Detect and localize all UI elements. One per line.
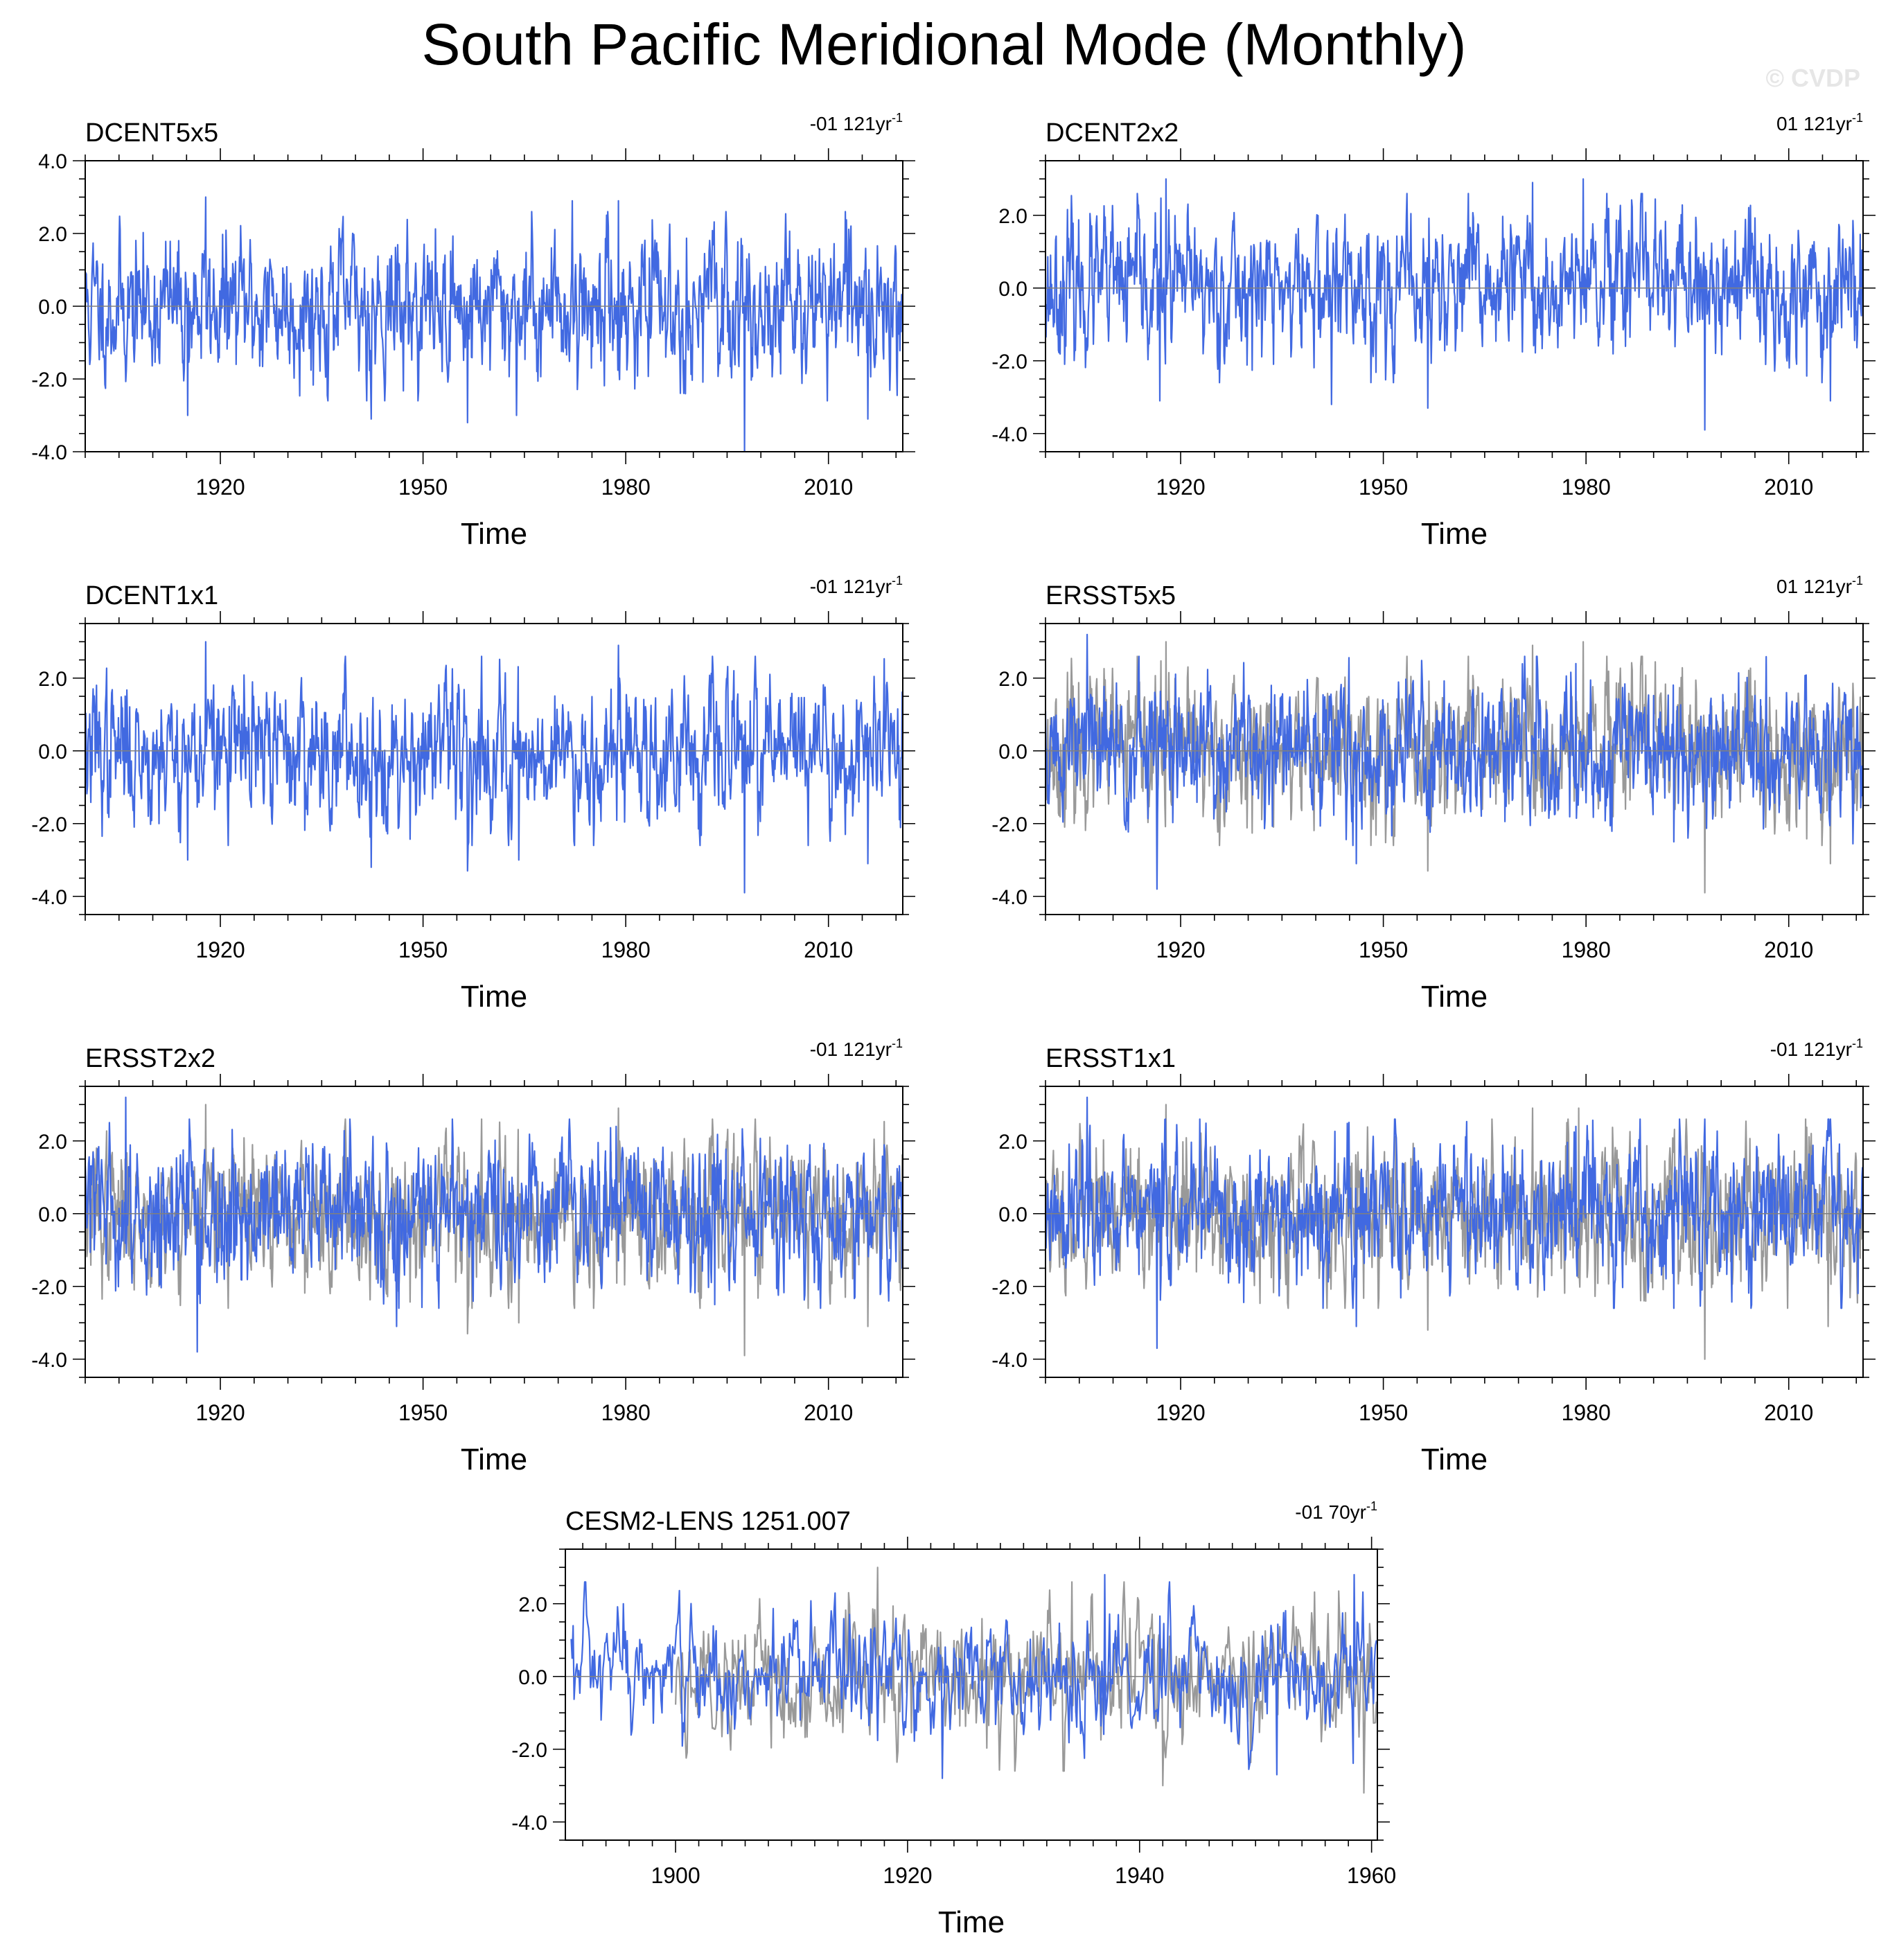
x-tick-label: 1980 [1562,475,1611,500]
trend-label: -01 121yr-1 [810,111,903,134]
series-line-primary [85,196,903,452]
x-tick-label: 2010 [1764,1400,1813,1425]
chart-panel-3: -4.0 -2.0 0.0 2.0 1920 1950 1980 2010 Time DCENT1… [31,574,915,1014]
x-tick-label: 1920 [883,1863,932,1888]
y-tick-label: 2.0 [38,1131,67,1154]
series-line-primary [1046,1096,1863,1350]
x-tick-label: 1920 [195,475,245,500]
x-axis-label: Time [938,1905,1005,1939]
y-tick-label: 2.0 [38,668,67,691]
y-tick-label: -4.0 [31,441,67,464]
y-tick-label: 2.0 [998,205,1027,228]
panel-title: ERSST1x1 [1046,1044,1176,1073]
x-tick-label: 1950 [1359,475,1408,500]
y-tick-label: -4.0 [31,886,67,909]
y-tick-label: 0.0 [998,1203,1027,1226]
series-line-primary [1046,633,1863,890]
y-tick-label: 0.0 [38,1203,67,1226]
series-line-primary [85,1096,903,1353]
x-tick-label: 1950 [398,475,448,500]
panel-title: DCENT5x5 [85,118,218,148]
panel-title: ERSST2x2 [85,1044,215,1073]
y-tick-label: -4.0 [511,1812,547,1835]
y-tick-label: 2.0 [998,1131,1027,1154]
trend-label: -01 70yr-1 [1295,1499,1377,1523]
y-tick-label: -2.0 [31,1276,67,1299]
chart-panel-7: -4.0 -2.0 0.0 2.0 1900 1920 1940 1960 Time CESM2-… [511,1499,1396,1939]
x-tick-label: 2010 [1764,475,1813,500]
chart-panel-4: -4.0 -2.0 0.0 2.0 1920 1950 1980 2010 Time ERSST5… [991,574,1876,1014]
y-tick-label: -4.0 [991,886,1027,909]
x-tick-label: 1980 [601,475,651,500]
x-tick-label: 1960 [1347,1863,1396,1888]
x-tick-label: 1900 [651,1863,700,1888]
y-tick-label: 2.0 [998,668,1027,691]
y-tick-label: 0.0 [518,1666,547,1689]
y-tick-label: -4.0 [991,423,1027,446]
x-tick-label: 1980 [601,937,651,962]
y-tick-label: 0.0 [38,296,67,319]
x-tick-label: 1980 [1562,937,1611,962]
y-tick-label: 2.0 [38,223,67,246]
page-title: South Pacific Meridional Mode (Monthly) [421,12,1467,77]
series-line-reference [1046,641,1863,894]
trend-label: 01 121yr-1 [1776,111,1863,134]
y-tick-label: 0.0 [998,278,1027,301]
series-line-reference [1046,1104,1863,1360]
series-line-primary [85,641,903,894]
trend-label: 01 121yr-1 [1776,574,1863,597]
x-tick-label: 2010 [804,937,853,962]
y-tick-label: -2.0 [511,1739,547,1762]
x-axis-label: Time [461,980,527,1014]
plot-frame [85,623,903,915]
x-tick-label: 1920 [1156,1400,1205,1425]
trend-label: -01 121yr-1 [810,1036,903,1060]
y-tick-label: -4.0 [31,1349,67,1372]
chart-panel-1: -4.0 -2.0 0.0 2.0 4.0 1920 1950 1980 2010 Time DCE… [31,111,915,551]
y-tick-label: -2.0 [991,351,1027,373]
x-tick-label: 1980 [601,1400,651,1425]
x-tick-label: 1980 [1562,1400,1611,1425]
x-axis-label: Time [461,1442,527,1476]
chart-panel-2: -4.0 -2.0 0.0 2.0 1920 1950 1980 2010 Time DCENT2… [991,111,1876,551]
x-tick-label: 1950 [398,937,448,962]
x-axis-label: Time [1421,980,1488,1014]
x-tick-label: 1920 [1156,937,1205,962]
panel-title: DCENT1x1 [85,581,218,610]
x-tick-label: 2010 [804,475,853,500]
y-tick-label: -2.0 [991,1276,1027,1299]
x-tick-label: 1950 [1359,1400,1408,1425]
chart-panel-6: -4.0 -2.0 0.0 2.0 1920 1950 1980 2010 Time ERSST1… [991,1036,1876,1476]
y-tick-label: 0.0 [38,741,67,763]
x-tick-label: 1940 [1115,1863,1164,1888]
x-axis-label: Time [1421,517,1488,551]
series-line-primary [570,1573,1377,1779]
y-tick-label: -2.0 [991,813,1027,836]
x-axis-label: Time [1421,1442,1488,1476]
x-tick-label: 1920 [195,937,245,962]
x-tick-label: 1920 [195,1400,245,1425]
x-tick-label: 2010 [1764,937,1813,962]
x-tick-label: 2010 [804,1400,853,1425]
panel-title: ERSST5x5 [1046,581,1176,610]
panel-title: CESM2-LENS 1251.007 [565,1507,851,1536]
x-tick-label: 1950 [1359,937,1408,962]
x-axis-label: Time [461,517,527,551]
series-line-reference [675,1566,1377,1794]
series-line-primary [1046,178,1863,431]
watermark-logo: © CVDP [1765,64,1860,92]
y-tick-label: 2.0 [518,1593,547,1616]
panel-title: DCENT2x2 [1046,118,1179,148]
y-tick-label: -2.0 [31,369,67,391]
x-tick-label: 1950 [398,1400,448,1425]
y-tick-label: -2.0 [31,813,67,836]
chart-panel-5: -4.0 -2.0 0.0 2.0 1920 1950 1980 2010 Time ERSST2… [31,1036,915,1476]
y-tick-label: 4.0 [38,150,67,173]
x-tick-label: 1920 [1156,475,1205,500]
y-tick-label: -4.0 [991,1349,1027,1372]
trend-label: -01 121yr-1 [810,574,903,597]
y-tick-label: 0.0 [998,741,1027,763]
trend-label: -01 121yr-1 [1770,1036,1863,1060]
